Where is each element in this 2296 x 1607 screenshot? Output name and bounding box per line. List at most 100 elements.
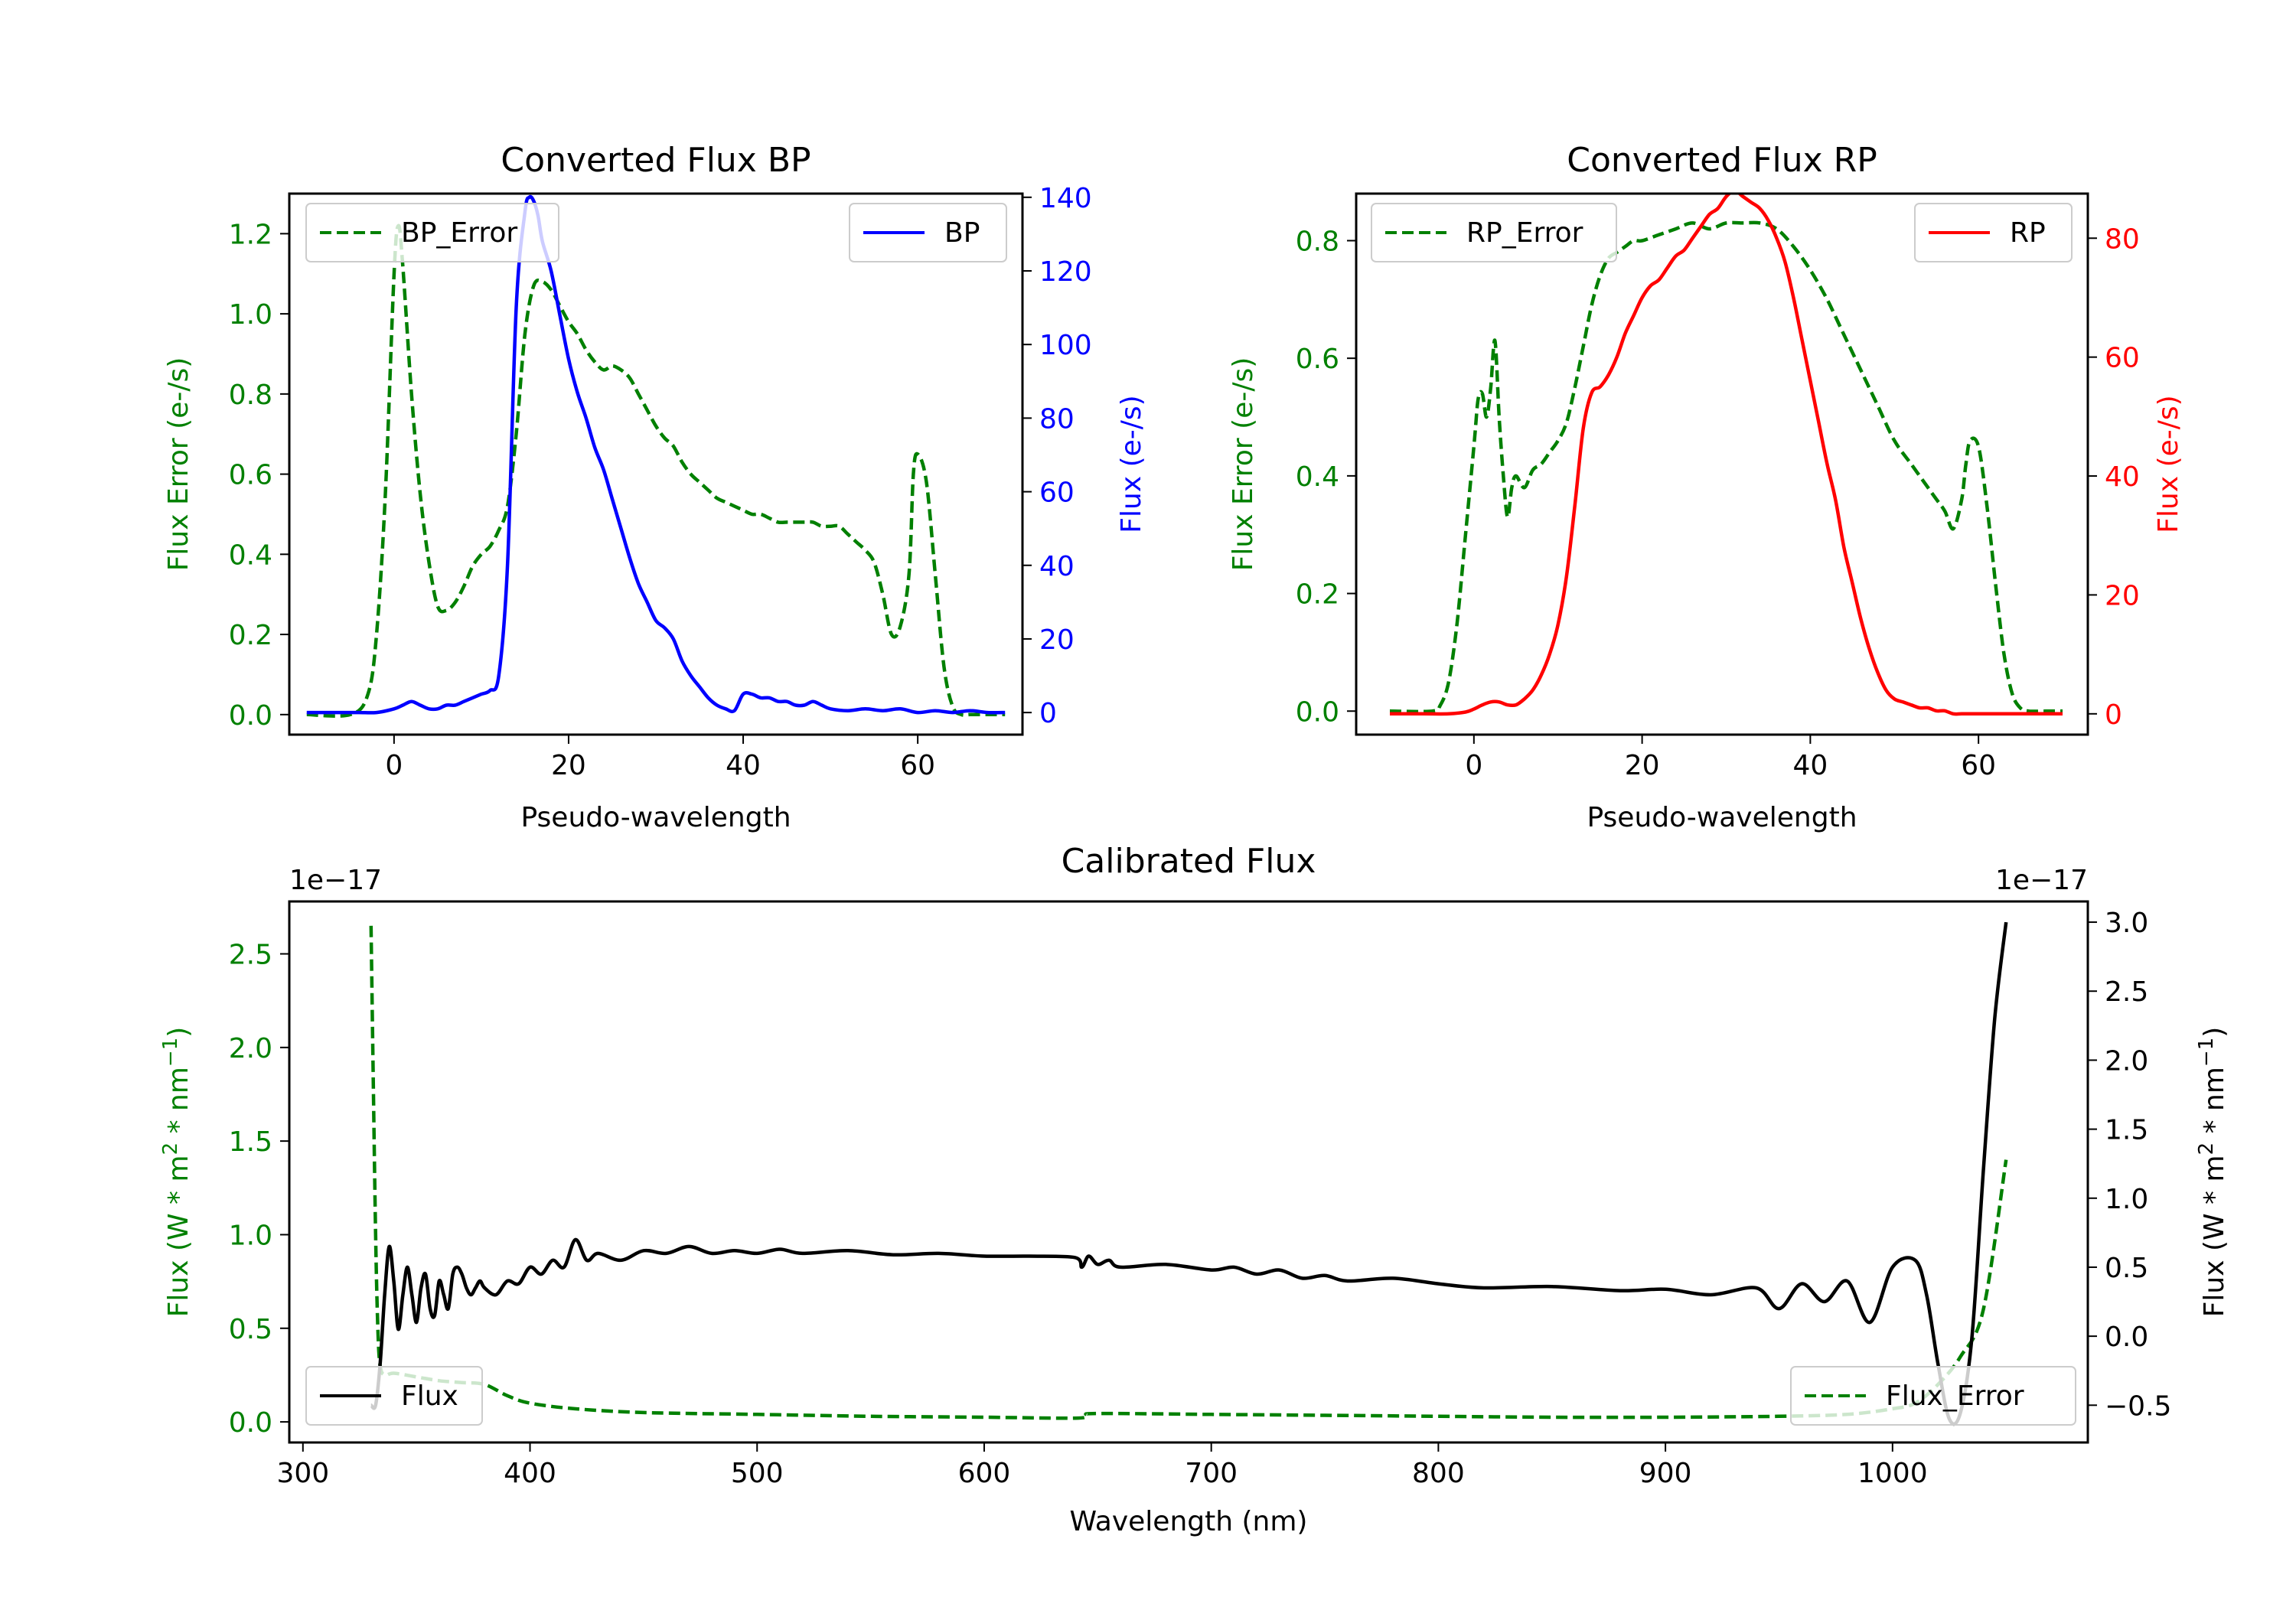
cal-title: Calibrated Flux bbox=[1062, 842, 1316, 881]
rp-y-left-tick-label: 0.4 bbox=[1296, 461, 1339, 493]
cal-y-right-tick-label: 2.5 bbox=[2105, 976, 2148, 1008]
rp-legend-left-frame bbox=[1371, 203, 1617, 262]
bp-series-bp-error bbox=[306, 223, 1006, 718]
cal-y-left-tick-label: 1.0 bbox=[229, 1220, 272, 1251]
cal-legend-right: Flux_Error bbox=[1790, 1366, 2076, 1426]
rp-y-right-tick-label: 80 bbox=[2105, 223, 2140, 255]
cal-y-right-label-part: −1 bbox=[2195, 1038, 2218, 1067]
rp-panel: 0 20 40 60 0.0 0.2 0.4 0.6 0.8 0 20 40 60 80 Converted… bbox=[1228, 141, 2184, 833]
bp-x-tick-label: 40 bbox=[726, 750, 761, 781]
cal-y-left-axis-label: Flux (W * m2 * nm−1) bbox=[159, 1027, 194, 1318]
rp-series-rp-error bbox=[1389, 220, 2063, 714]
cal-y-left-label-part: Flux (W * m bbox=[163, 1155, 194, 1317]
cal-y-left-tick-label: 2.5 bbox=[229, 939, 272, 970]
bp-x-tick-label: 60 bbox=[900, 750, 935, 781]
cal-x-tick-label: 800 bbox=[1412, 1458, 1465, 1489]
bp-y-left-tick-label: 1.0 bbox=[229, 299, 272, 331]
cal-y-right-label-part: * nm bbox=[2199, 1067, 2230, 1143]
cal-y-right-label-part: ) bbox=[2199, 1027, 2230, 1038]
bp-y-right-tick-label: 100 bbox=[1039, 330, 1092, 361]
bp-series-bp bbox=[306, 194, 1006, 715]
cal-x-tick-label: 900 bbox=[1639, 1458, 1692, 1489]
cal-x-tick-label: 300 bbox=[276, 1458, 329, 1489]
rp-title: Converted Flux RP bbox=[1567, 141, 1877, 180]
bp-y-left-axis-label: Flux Error (e-/s) bbox=[163, 357, 194, 572]
cal-y-left-label-part: ) bbox=[163, 1027, 194, 1038]
cal-y-right-tick-label: 2.0 bbox=[2105, 1045, 2148, 1077]
cal-y-left-label-part: 2 bbox=[159, 1143, 182, 1156]
rp-y-left-tick-label: 0.0 bbox=[1296, 696, 1339, 728]
rp-y-left-tick-label: 0.6 bbox=[1296, 344, 1339, 375]
cal-y-left-tick-label: 1.5 bbox=[229, 1126, 272, 1158]
rp-y-right-tick-label: 20 bbox=[2105, 580, 2140, 611]
cal-y-right-label-part: 2 bbox=[2195, 1143, 2218, 1156]
bp-y-right-axis-label: Flux (e-/s) bbox=[1116, 395, 1147, 533]
bp-y-left-tick-label: 0.0 bbox=[229, 700, 272, 732]
cal-series-flux bbox=[369, 921, 2008, 1426]
cal-y-right-tick-label: 1.0 bbox=[2105, 1184, 2148, 1215]
rp-legend-right: RP bbox=[1914, 203, 2073, 262]
rp-x-tick-label: 20 bbox=[1625, 750, 1660, 781]
cal-y-left-tick-label: 2.0 bbox=[229, 1033, 272, 1064]
calibrated-panel: 300 400 500 600 700 800 900 1000 0.0 0.5 1.0 1.5 2.0… bbox=[159, 842, 2230, 1537]
cal-y-right-tick-label: 0.5 bbox=[2105, 1253, 2148, 1284]
cal-y-left-tick-label: 0.0 bbox=[229, 1407, 272, 1439]
bp-y-right-tick-label: 80 bbox=[1039, 403, 1075, 435]
cal-x-axis-label: Wavelength (nm) bbox=[1070, 1506, 1308, 1537]
rp-y-right-tick-label: 40 bbox=[2105, 461, 2140, 493]
cal-axes-frame bbox=[288, 900, 2089, 1444]
cal-x-tick-label: 1000 bbox=[1857, 1458, 1928, 1489]
bp-y-left-tick-label: 0.4 bbox=[229, 539, 272, 571]
cal-legend-right-frame bbox=[1790, 1366, 2076, 1426]
cal-legend-right-label: Flux_Error bbox=[1886, 1380, 2024, 1412]
rp-y-right-tick-label: 60 bbox=[2105, 343, 2140, 374]
rp-x-tick-label: 40 bbox=[1792, 750, 1828, 781]
bp-y-left-tick-label: 0.2 bbox=[229, 620, 272, 651]
cal-y-right-tick-label: 3.0 bbox=[2105, 908, 2148, 939]
rp-series-rp bbox=[1389, 194, 2063, 716]
bp-y-left-tick-label: 0.8 bbox=[229, 380, 272, 411]
bp-x-tick-label: 0 bbox=[385, 750, 403, 781]
cal-y-right-tick-label: 0.0 bbox=[2105, 1322, 2148, 1353]
rp-y-left-axis-label: Flux Error (e-/s) bbox=[1228, 357, 1259, 572]
bp-legend-right-label: BP bbox=[944, 217, 980, 249]
rp-legend-right-frame bbox=[1914, 203, 2073, 262]
cal-offset-right: 1e−17 bbox=[1995, 865, 2088, 896]
cal-y-left-label-part: −1 bbox=[159, 1038, 182, 1067]
rp-y-right-axis-label: Flux (e-/s) bbox=[2153, 395, 2184, 533]
bp-legend-left-frame bbox=[305, 203, 559, 262]
cal-x-tick-label: 400 bbox=[504, 1458, 556, 1489]
rp-legend-left-label: RP_Error bbox=[1466, 217, 1583, 249]
rp-y-left-tick-label: 0.8 bbox=[1296, 226, 1339, 257]
bp-y-right-tick-label: 120 bbox=[1039, 256, 1092, 288]
bp-legend-right-frame bbox=[849, 203, 1007, 262]
bp-x-axis-label: Pseudo-wavelength bbox=[520, 802, 791, 833]
cal-legend-left-frame bbox=[305, 1366, 483, 1426]
rp-legend-right-label: RP bbox=[2010, 217, 2046, 249]
cal-y-right-axis-label: Flux (W * m2 * nm−1) bbox=[2195, 1027, 2230, 1318]
bp-panel: 0 20 40 60 0.0 0.2 0.4 0.6 0.8 1.0 1.2 0 20 40 60 80 100… bbox=[163, 141, 1147, 833]
cal-legend-left: Flux bbox=[305, 1366, 483, 1426]
cal-x-tick-label: 600 bbox=[958, 1458, 1011, 1489]
cal-y-left-tick-label: 0.5 bbox=[229, 1314, 272, 1345]
bp-y-left-tick-label: 0.6 bbox=[229, 460, 272, 491]
bp-title: Converted Flux BP bbox=[501, 141, 810, 180]
cal-y-right-label-part: Flux (W * m bbox=[2199, 1155, 2230, 1317]
cal-x-tick-label: 700 bbox=[1185, 1458, 1238, 1489]
rp-legend-left: RP_Error bbox=[1371, 203, 1617, 262]
cal-offset-left: 1e−17 bbox=[289, 865, 382, 896]
bp-x-tick-label: 20 bbox=[551, 750, 586, 781]
bp-y-right-tick-label: 40 bbox=[1039, 551, 1075, 582]
cal-x-tick-label: 500 bbox=[731, 1458, 784, 1489]
bp-legend-right: BP bbox=[849, 203, 1007, 262]
bp-legend-left-label: BP_Error bbox=[401, 217, 517, 249]
bp-y-right-tick-label: 20 bbox=[1039, 624, 1075, 656]
rp-x-tick-label: 60 bbox=[1961, 750, 1996, 781]
rp-x-axis-label: Pseudo-wavelength bbox=[1587, 802, 1857, 833]
rp-x-tick-label: 0 bbox=[1465, 750, 1482, 781]
bp-y-right-tick-label: 140 bbox=[1039, 183, 1092, 214]
rp-y-left-tick-label: 0.2 bbox=[1296, 579, 1339, 611]
cal-y-right-tick-label: −0.5 bbox=[2105, 1390, 2171, 1422]
bp-legend-left: BP_Error bbox=[305, 203, 559, 262]
